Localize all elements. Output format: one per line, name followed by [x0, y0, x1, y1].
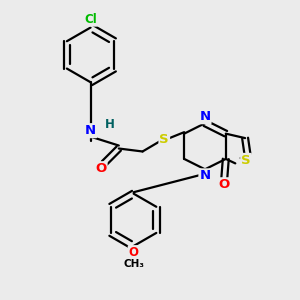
Text: Cl: Cl [84, 13, 97, 26]
Text: S: S [160, 133, 169, 146]
Text: S: S [241, 154, 251, 167]
Text: N: N [85, 124, 96, 137]
Text: H: H [105, 118, 115, 130]
Text: O: O [95, 162, 106, 175]
Text: N: N [200, 110, 211, 123]
Text: O: O [219, 178, 230, 191]
Text: CH₃: CH₃ [123, 260, 144, 269]
Text: N: N [200, 169, 211, 182]
Text: O: O [129, 246, 139, 259]
